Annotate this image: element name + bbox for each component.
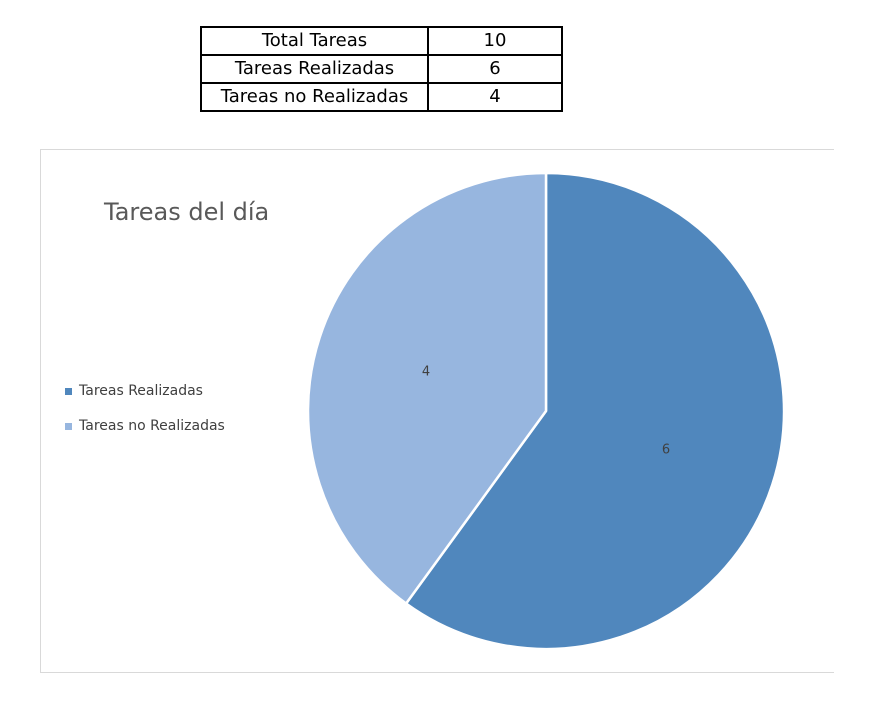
legend-swatch-realizadas	[65, 387, 72, 395]
data-label-no-realizadas: 4	[422, 365, 430, 380]
table-row: Total Tareas 10	[200, 26, 563, 56]
data-label-realizadas: 6	[662, 442, 670, 457]
legend-item-realizadas: Tareas Realizadas	[65, 382, 225, 400]
summary-value-realizadas: 6	[427, 54, 563, 84]
summary-value-total: 10	[427, 26, 563, 56]
table-row: Tareas Realizadas 6	[200, 54, 563, 84]
legend-label-realizadas: Tareas Realizadas	[79, 383, 203, 399]
chart-title: Tareas del día	[104, 198, 270, 226]
legend-swatch-no-realizadas	[65, 422, 72, 430]
chart-legend: Tareas Realizadas Tareas no Realizadas	[65, 382, 225, 452]
chart-area: Tareas del día Tareas Realizadas Tareas …	[40, 149, 834, 673]
pie-slice-realizadas	[404, 171, 786, 651]
legend-label-no-realizadas: Tareas no Realizadas	[79, 418, 225, 434]
pie-chart: 64	[306, 171, 786, 651]
summary-table: Total Tareas 10 Tareas Realizadas 6 Tare…	[200, 26, 563, 112]
summary-label-total: Total Tareas	[200, 26, 429, 56]
table-row: Tareas no Realizadas 4	[200, 82, 563, 112]
pie-slice-no-realizadas	[306, 171, 548, 605]
legend-item-no-realizadas: Tareas no Realizadas	[65, 417, 225, 435]
summary-label-realizadas: Tareas Realizadas	[200, 54, 429, 84]
summary-label-no-realizadas: Tareas no Realizadas	[200, 82, 429, 112]
summary-value-no-realizadas: 4	[427, 82, 563, 112]
